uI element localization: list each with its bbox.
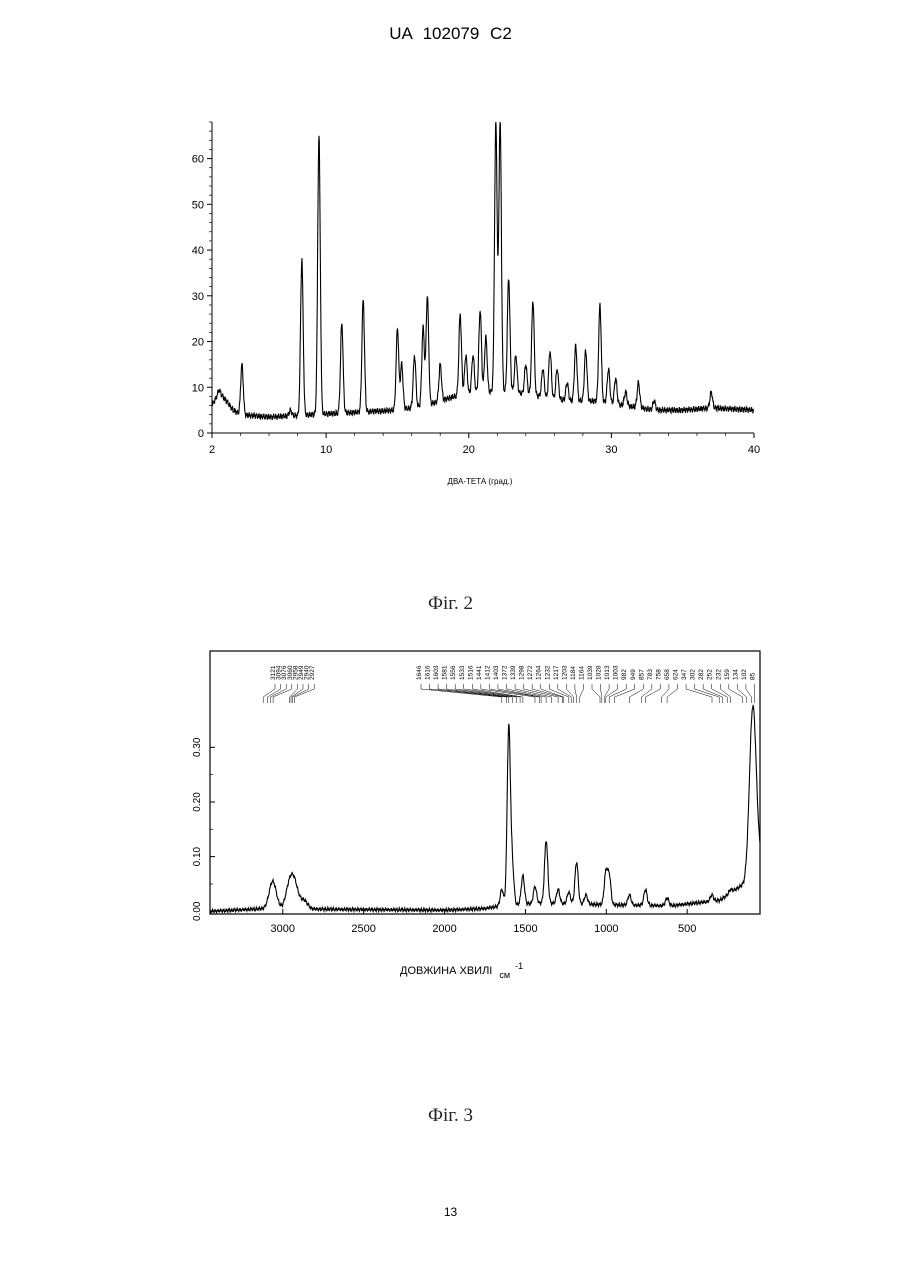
- fig3-peak-label: 1272: [527, 665, 534, 680]
- fig3-peak-label: 1217: [553, 665, 560, 680]
- fig3-peak-label: 1013: [604, 665, 611, 680]
- fig3-peak-leader-line: [746, 684, 752, 703]
- fig3-peak-leader-line: [646, 684, 661, 703]
- fig3-peak-label: 1203: [561, 665, 568, 680]
- fig3-x-tick-label: 1000: [594, 923, 618, 935]
- fig3-x-tick-label: 500: [678, 923, 696, 935]
- fig3-x-axis-label-main: ДОВЖИНА ХВИЛІ: [400, 965, 492, 977]
- fig3-peak-label: 1028: [596, 665, 603, 680]
- fig3-peak-leader-line: [580, 684, 584, 703]
- fig3-peak-leader-line: [703, 684, 722, 703]
- fig3-peak-label: 302: [690, 669, 697, 680]
- fig3-x-tick-label: 2500: [351, 923, 375, 935]
- fig3-peak-label: 1003: [613, 665, 620, 680]
- fig3-peak-label: 982: [621, 669, 628, 680]
- fig3-peak-label: 1441: [476, 665, 483, 680]
- fig3-peak-label: 624: [673, 669, 680, 680]
- fig3-peak-label: 1184: [570, 666, 577, 680]
- fig3-peak-label: 134: [732, 669, 739, 680]
- fig3-peak-leader-line: [293, 684, 309, 703]
- fig3-peak-leader-line: [737, 684, 746, 703]
- fig3-y-tick-label: 0.10: [192, 846, 203, 866]
- fig3-peak-label: 282: [698, 669, 705, 680]
- fig3-peak-label: 1039: [587, 665, 594, 680]
- fig3-peak-label: 85: [749, 672, 756, 680]
- fig3-peak-label: 1264: [536, 665, 543, 680]
- fig3-peak-label: 949: [630, 669, 637, 680]
- fig3-peak-leader-line: [641, 684, 651, 703]
- fig3-peak-label: 1164: [578, 666, 585, 680]
- fig3-peak-label: 1412: [484, 665, 491, 680]
- fig3-peak-label: 1646: [416, 665, 423, 680]
- fig3-peak-label: 232: [715, 669, 722, 680]
- fig3-peak-label: 347: [681, 669, 688, 680]
- fig3-peak-label: 1339: [510, 665, 517, 680]
- fig3-peak-leader-line: [667, 684, 677, 703]
- fig3-peak-label: 1372: [502, 665, 509, 680]
- fig3-x-tick-label: 2000: [432, 923, 456, 935]
- fig3-peak-label: 1556: [450, 665, 457, 680]
- fig3-peak-label: 159: [724, 669, 731, 680]
- fig3-peak-leader-line: [662, 684, 669, 703]
- fig3-peak-label: 783: [647, 669, 654, 680]
- fig3-peak-label: 658: [664, 669, 671, 680]
- fig3-peak-leader-line: [549, 684, 569, 703]
- fig3-peak-labels: 3121309430763060295829492940292716461616…: [263, 665, 756, 703]
- fig3-peak-label: 1232: [544, 665, 551, 680]
- fig3-peak-leader-line: [592, 684, 600, 703]
- fig3-peak-label: 1298: [519, 665, 526, 680]
- fig3-peak-leader-line: [601, 684, 602, 703]
- fig3-peak-leader-line: [268, 684, 281, 703]
- fig3-peak-label: 1403: [493, 665, 500, 680]
- fig3-y-tick-label: 0.20: [192, 792, 203, 812]
- fig3-peak-label: 1581: [442, 665, 449, 680]
- fig3-peak-label: 1616: [425, 665, 432, 680]
- fig3-data-line: [210, 705, 760, 913]
- page-number: 13: [0, 1205, 901, 1219]
- fig3-peak-leader-line: [606, 684, 618, 703]
- fig3-peak-label: 857: [638, 669, 645, 680]
- fig3-x-tick-label: 1500: [513, 923, 537, 935]
- fig3-x-axis-label-exponent: -1: [515, 961, 523, 971]
- fig3-peak-label: 102: [741, 669, 748, 680]
- fig3-x-tick-label: 3000: [271, 923, 295, 935]
- fig3-y-tick-label: 0.00: [192, 901, 203, 921]
- fig3-x-axis-label-unit: см: [499, 970, 510, 980]
- fig3-peak-leader-line: [695, 684, 720, 703]
- fig3-peak-label: 1603: [433, 665, 440, 680]
- spectrum-chart: 300025002000150010005000.000.100.200.30 …: [0, 0, 901, 1000]
- fig3-peak-leader-line: [604, 684, 609, 703]
- fig3-peak-leader-line: [566, 684, 573, 703]
- fig3-x-axis-label: ДОВЖИНА ХВИЛІ см -1: [400, 961, 523, 981]
- figure-3-caption: Фіг. 3: [0, 1105, 901, 1127]
- fig3-peak-leader-line: [575, 684, 577, 703]
- fig3-peak-label: 758: [655, 669, 662, 680]
- fig3-peak-label: 2927: [309, 665, 316, 680]
- fig3-peak-label: 252: [707, 669, 714, 680]
- fig3-peak-leader-line: [273, 684, 292, 703]
- fig3-peak-label: 1516: [467, 665, 474, 680]
- fig3-peak-label: 1533: [459, 665, 466, 680]
- fig3-y-tick-label: 0.30: [192, 737, 203, 757]
